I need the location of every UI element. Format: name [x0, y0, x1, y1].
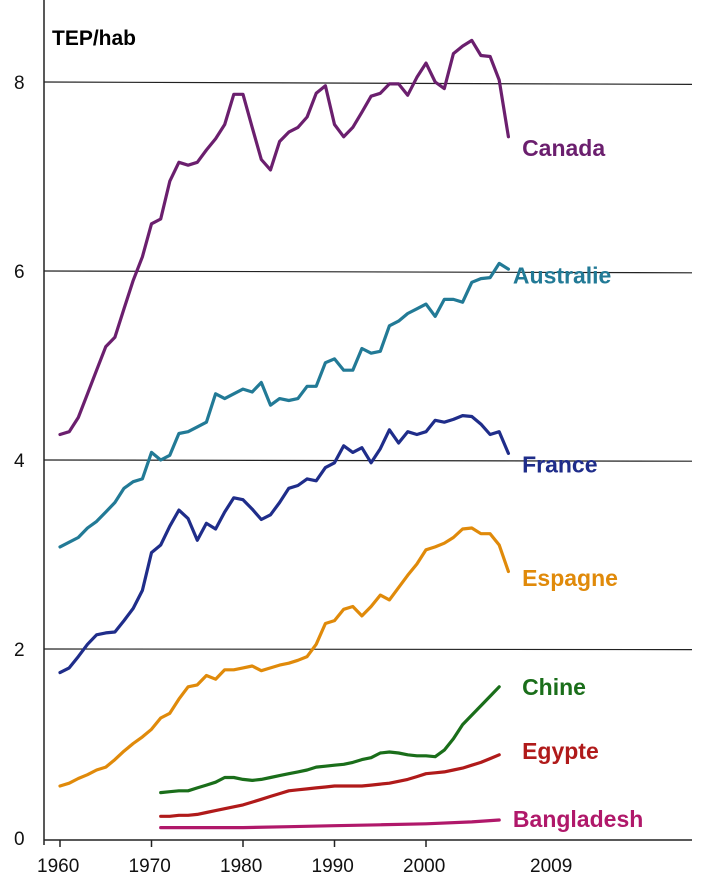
y-tick-label-8: 8: [14, 73, 25, 94]
series-label-canada: Canada: [522, 135, 605, 161]
series-line-chine: [159, 685, 501, 795]
gridline-2: [43, 648, 693, 651]
y-tick-label-4: 4: [14, 451, 25, 472]
series-line-canada: [58, 38, 510, 437]
x-tick-label-1970: 1970: [129, 856, 171, 877]
series-label-chine: Chine: [522, 674, 586, 700]
axes: [43, 0, 692, 845]
series-label-espagne: Espagne: [522, 565, 618, 591]
gridline-6: [43, 270, 693, 274]
series: [58, 38, 510, 830]
series-label-france: France: [522, 452, 597, 478]
series-line-france: [58, 414, 510, 675]
series-line-bangladesh: [159, 818, 501, 830]
tick-labels: 0 2 4 6 8 1960 1970 1980 1990 2000 2009: [14, 73, 572, 877]
series-line-australie: [58, 261, 510, 549]
series-line-espagne: [58, 526, 510, 788]
x-tick-label-2000: 2000: [403, 856, 445, 877]
gridline-8: [43, 81, 693, 85]
series-label-australie: Australie: [513, 263, 611, 289]
gridlines: [43, 81, 693, 651]
series-label-egypte: Egypte: [522, 738, 599, 764]
series-line-egypte: [159, 753, 501, 818]
x-tick-label-2009: 2009: [530, 856, 572, 877]
y-tick-label-0: 0: [14, 829, 25, 850]
x-tick-label-1960: 1960: [37, 856, 79, 877]
series-labels: Canada Australie France Espagne Chine Egypte B…: [513, 135, 643, 832]
x-tick-label-1980: 1980: [220, 856, 262, 877]
y-tick-label-2: 2: [14, 640, 25, 661]
x-tick-label-1990: 1990: [312, 856, 354, 877]
y-axis-unit-label: TEP/hab: [52, 27, 136, 50]
y-tick-label-6: 6: [14, 262, 25, 283]
series-label-bangladesh: Bangladesh: [513, 806, 643, 832]
